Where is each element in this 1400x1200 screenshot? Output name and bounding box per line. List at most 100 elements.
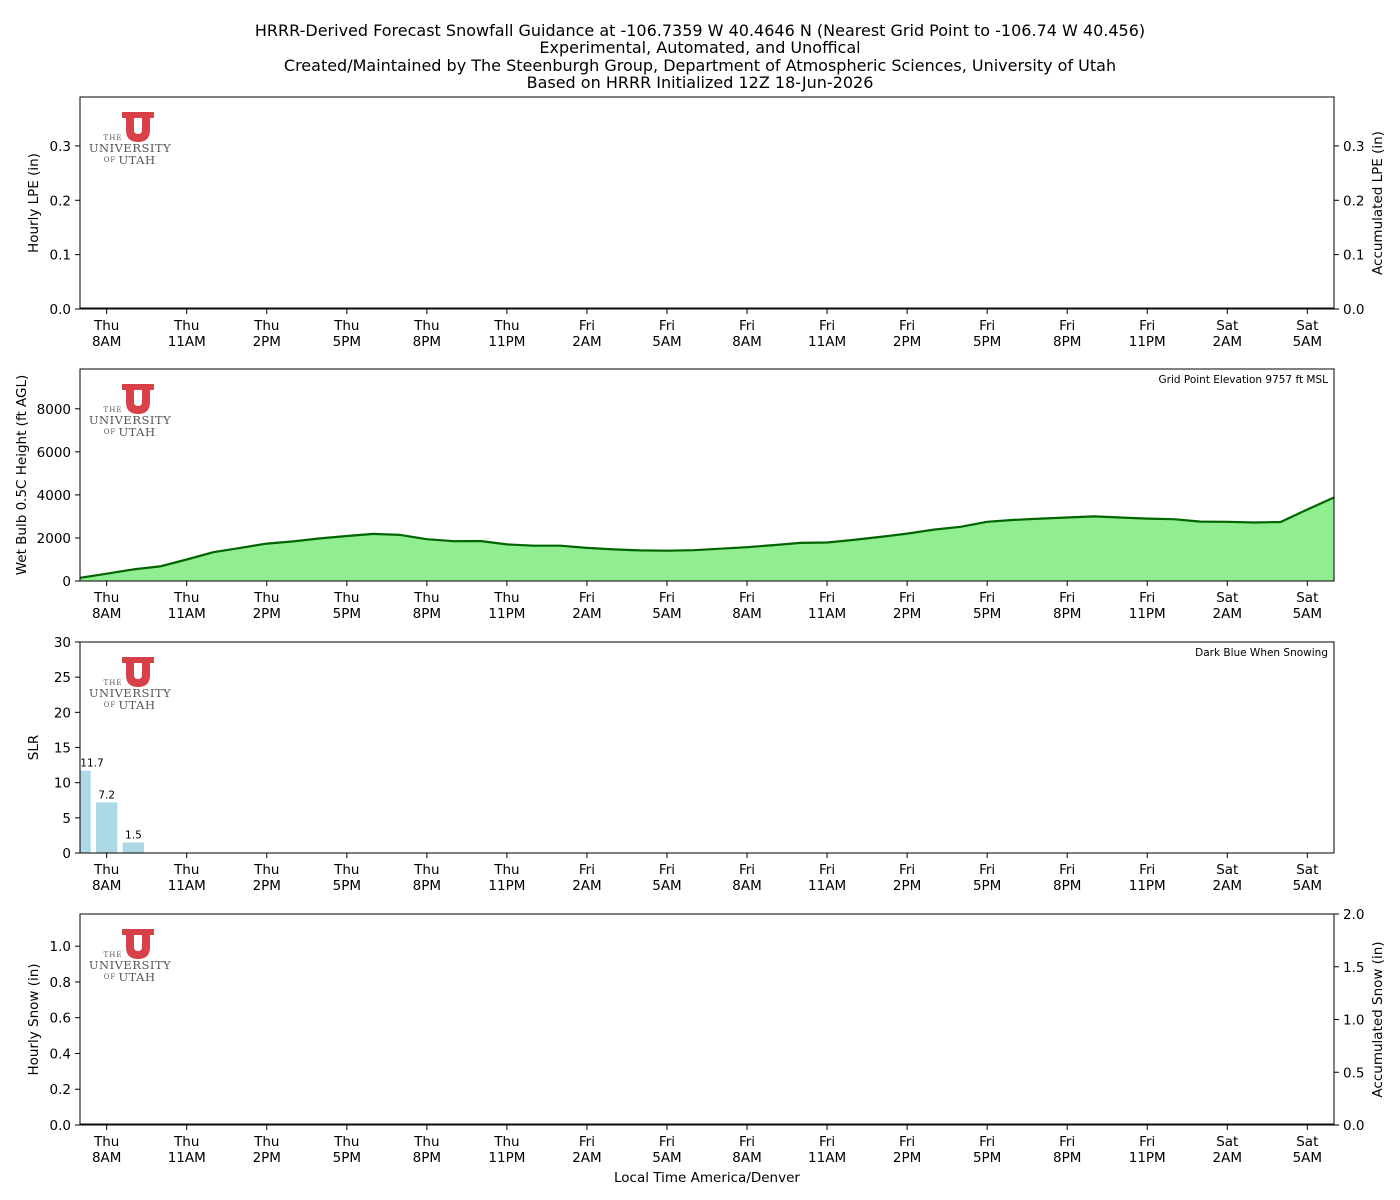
x-tick-time: 11PM — [1129, 878, 1166, 894]
x-tick-day: Fri — [739, 590, 755, 606]
x-tick-time: 5PM — [973, 878, 1001, 894]
x-tick-time: 8PM — [1053, 606, 1081, 622]
x-tick-day: Thu — [493, 862, 519, 878]
x-tick-day: Sat — [1296, 1134, 1318, 1150]
panel-slr: 11.77.21.5051015202530Thu8AMThu11AMThu2P… — [26, 635, 1334, 894]
x-tick-day: Fri — [819, 862, 835, 878]
x-tick-time: 11PM — [488, 878, 525, 894]
y-tick-label: 0.0 — [50, 302, 71, 318]
title-line-4: Based on HRRR Initialized 12Z 18-Jun-202… — [527, 73, 874, 92]
logo-text-utah: UTAH — [118, 425, 155, 439]
x-tick-day: Fri — [579, 590, 595, 606]
university-of-utah-logo: THEUNIVERSITYOF UTAH — [89, 112, 171, 167]
x-tick-day: Thu — [93, 318, 119, 334]
x-tick-time: 5AM — [1293, 334, 1322, 350]
x-tick-time: 8PM — [1053, 1150, 1081, 1166]
y-tick-label: 0.1 — [50, 248, 71, 264]
x-tick-time: 2PM — [253, 1150, 281, 1166]
y-tick-label: 25 — [54, 670, 71, 686]
y2-axis-label: Accumulated LPE (in) — [1370, 131, 1386, 275]
y2-tick-label: 0.0 — [1343, 302, 1364, 318]
x-tick-time: 2AM — [572, 334, 601, 350]
x-tick-day: Thu — [93, 1134, 119, 1150]
y-tick-label: 0.8 — [50, 975, 71, 991]
y-axis-label: Wet Bulb 0.5C Height (ft AGL) — [14, 375, 30, 576]
x-tick-day: Fri — [579, 1134, 595, 1150]
x-tick-day: Fri — [1139, 1134, 1155, 1150]
x-tick-day: Fri — [899, 590, 915, 606]
x-tick-time: 11AM — [168, 334, 206, 350]
y-tick-label: 0.6 — [50, 1011, 71, 1027]
block-u-icon — [122, 929, 154, 959]
x-tick-day: Thu — [253, 590, 279, 606]
x-tick-day: Sat — [1216, 862, 1238, 878]
x-tick-time: 11PM — [1129, 334, 1166, 350]
figure-title: HRRR-Derived Forecast Snowfall Guidance … — [255, 21, 1145, 92]
x-tick-day: Thu — [333, 862, 359, 878]
x-tick-day: Fri — [819, 1134, 835, 1150]
x-tick-day: Thu — [93, 590, 119, 606]
x-tick-day: Fri — [739, 318, 755, 334]
panel-frame — [80, 914, 1334, 1125]
x-tick-time: 8AM — [92, 606, 121, 622]
x-tick-time: 5PM — [973, 1150, 1001, 1166]
x-tick-time: 2AM — [572, 1150, 601, 1166]
x-tick-day: Sat — [1216, 318, 1238, 334]
y-tick-label: 0.4 — [50, 1046, 71, 1062]
slr-bar — [123, 843, 144, 854]
panel-lpe: 0.00.10.20.30.00.10.20.3Thu8AMThu11AMThu… — [26, 97, 1386, 350]
slr-bar — [96, 802, 117, 853]
x-tick-day: Sat — [1216, 1134, 1238, 1150]
panel-wetbulb: 02000400060008000Thu8AMThu11AMThu2PMThu5… — [14, 369, 1334, 622]
x-tick-day: Thu — [173, 862, 199, 878]
x-tick-time: 5PM — [333, 878, 361, 894]
x-tick-time: 8AM — [732, 1150, 761, 1166]
x-tick-time: 5AM — [652, 878, 681, 894]
x-tick-time: 8PM — [1053, 334, 1081, 350]
x-tick-time: 5PM — [333, 334, 361, 350]
y-axis-label: Hourly Snow (in) — [26, 963, 42, 1075]
x-tick-day: Sat — [1296, 590, 1318, 606]
x-tick-day: Fri — [1059, 862, 1075, 878]
x-axis-label: Local Time America/Denver — [614, 1170, 800, 1186]
x-tick-time: 2AM — [572, 878, 601, 894]
x-tick-time: 5PM — [973, 606, 1001, 622]
x-tick-day: Fri — [979, 862, 995, 878]
y-tick-label: 1.0 — [50, 939, 71, 955]
x-tick-time: 11AM — [808, 878, 846, 894]
x-tick-day: Fri — [659, 318, 675, 334]
x-tick-day: Fri — [1139, 318, 1155, 334]
logo-text-utah: UTAH — [118, 970, 155, 984]
x-tick-day: Fri — [1059, 318, 1075, 334]
x-tick-day: Fri — [899, 318, 915, 334]
x-tick-time: 2PM — [893, 334, 921, 350]
x-tick-time: 8AM — [92, 878, 121, 894]
x-tick-time: 8PM — [413, 878, 441, 894]
y-tick-label: 6000 — [37, 445, 71, 461]
x-tick-time: 5AM — [652, 1150, 681, 1166]
x-tick-time: 11AM — [808, 334, 846, 350]
x-tick-time: 5AM — [1293, 606, 1322, 622]
y-tick-label: 10 — [54, 776, 71, 792]
x-tick-time: 8AM — [92, 334, 121, 350]
y-tick-label: 0 — [62, 574, 71, 590]
x-tick-day: Fri — [659, 862, 675, 878]
x-tick-day: Fri — [979, 318, 995, 334]
x-tick-time: 11AM — [808, 1150, 846, 1166]
panel-annotation: Dark Blue When Snowing — [1195, 647, 1328, 659]
x-tick-day: Sat — [1296, 318, 1318, 334]
logo-text-of: OF — [104, 428, 117, 436]
y2-tick-label: 0.5 — [1343, 1065, 1364, 1081]
y-tick-label: 20 — [54, 705, 71, 721]
x-tick-day: Thu — [333, 590, 359, 606]
x-tick-time: 2AM — [1213, 878, 1242, 894]
logo-text-of: OF — [104, 156, 117, 164]
x-tick-day: Fri — [819, 590, 835, 606]
x-tick-day: Thu — [93, 862, 119, 878]
x-tick-time: 2AM — [1213, 334, 1242, 350]
x-tick-time: 11PM — [488, 334, 525, 350]
x-tick-time: 11PM — [488, 606, 525, 622]
x-tick-time: 2PM — [893, 606, 921, 622]
